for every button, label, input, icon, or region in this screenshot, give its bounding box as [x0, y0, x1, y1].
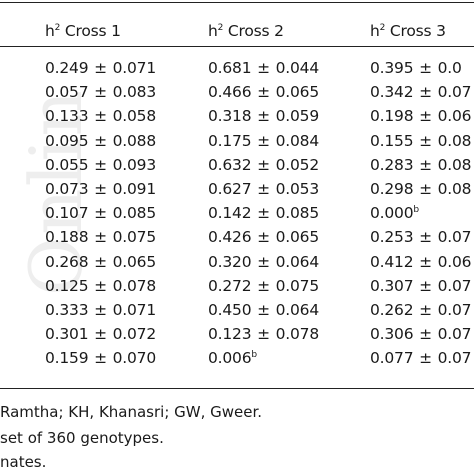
plus-minus: ± [94, 180, 107, 198]
table-cell: 0.155 ± 0.08 [370, 131, 472, 150]
table-cell: 0.125 ± 0.078 [45, 276, 157, 295]
column-header: h2 Cross 2 [208, 22, 284, 40]
table-cell: 0.395 ± 0.0 [370, 59, 462, 77]
table-cell: 0.077 ± 0.07 [370, 349, 472, 368]
footnote-line: set of 360 genotypes. [0, 429, 164, 447]
table-cell: 0.198 ± 0.06 [370, 107, 472, 126]
table-cell: 0.627 ± 0.053 [208, 180, 320, 198]
footnote-line: nates. [0, 453, 47, 471]
superscript: 2 [217, 23, 224, 33]
column-header: h2 Cross 3 [370, 22, 446, 40]
plus-minus: ± [94, 155, 107, 174]
table-cell: 0.073 ± 0.091 [45, 180, 157, 198]
superscript: b [413, 205, 419, 216]
table-cell: 0.412 ± 0.06 [370, 252, 472, 271]
plus-minus: ± [94, 107, 107, 126]
plus-minus: ± [94, 59, 107, 77]
plus-minus: ± [419, 276, 432, 295]
table-cell: 0.249 ± 0.071 [45, 59, 157, 77]
plus-minus: ± [419, 107, 432, 126]
table-cell: 0.123 ± 0.078 [208, 325, 320, 344]
plus-minus: ± [94, 349, 107, 368]
plus-minus: ± [257, 107, 270, 126]
header-rule [0, 46, 474, 47]
plus-minus: ± [257, 180, 270, 198]
plus-minus: ± [94, 131, 107, 150]
plus-minus: ± [419, 83, 432, 102]
table-cell: 0.301 ± 0.072 [45, 325, 157, 344]
plus-minus: ± [94, 83, 107, 102]
table-cell: 0.133 ± 0.058 [45, 107, 157, 126]
plus-minus: ± [257, 276, 270, 295]
table-cell: 0.188 ± 0.075 [45, 228, 157, 247]
table-cell: 0.333 ± 0.071 [45, 301, 157, 319]
table-cell: 0.306 ± 0.07 [370, 325, 472, 344]
superscript: 2 [54, 23, 61, 33]
top-rule [0, 2, 474, 3]
table-cell: 0.298 ± 0.08 [370, 180, 472, 198]
plus-minus: ± [257, 301, 270, 319]
superscript: b [251, 350, 257, 361]
table-cell: 0.159 ± 0.070 [45, 349, 157, 368]
table-cell: 0.342 ± 0.07 [370, 83, 472, 102]
table-cell: 0.450 ± 0.064 [208, 301, 320, 319]
table-cell: 0.253 ± 0.07 [370, 228, 472, 247]
plus-minus: ± [419, 131, 432, 150]
table-cell: 0.000b [370, 204, 419, 223]
plus-minus: ± [94, 252, 107, 271]
plus-minus: ± [257, 204, 270, 223]
table-cell: 0.426 ± 0.065 [208, 228, 320, 247]
table-cell: 0.057 ± 0.083 [45, 83, 157, 102]
superscript: 2 [379, 23, 386, 33]
table-cell: 0.272 ± 0.075 [208, 276, 320, 295]
plus-minus: ± [94, 204, 107, 223]
table-cell: 0.466 ± 0.065 [208, 83, 320, 102]
table-cell: 0.632 ± 0.052 [208, 155, 320, 174]
column-header: h2 Cross 1 [45, 22, 121, 40]
table-cell: 0.320 ± 0.064 [208, 252, 320, 271]
plus-minus: ± [94, 276, 107, 295]
plus-minus: ± [94, 228, 107, 247]
plus-minus: ± [257, 59, 270, 77]
table-cell: 0.307 ± 0.07 [370, 276, 472, 295]
table-cell: 0.055 ± 0.093 [45, 155, 157, 174]
plus-minus: ± [257, 228, 270, 247]
plus-minus: ± [94, 325, 107, 344]
plus-minus: ± [257, 155, 270, 174]
plus-minus: ± [94, 301, 107, 319]
table-cell: 0.142 ± 0.085 [208, 204, 320, 223]
table-cell: 0.095 ± 0.088 [45, 131, 157, 150]
bottom-rule [0, 388, 474, 389]
table-cell: 0.681 ± 0.044 [208, 59, 320, 77]
table-cell: 0.318 ± 0.059 [208, 107, 320, 126]
table-cell: 0.006b [208, 349, 257, 368]
table-cell: 0.175 ± 0.084 [208, 131, 320, 150]
plus-minus: ± [419, 228, 432, 247]
table-cell: 0.262 ± 0.07 [370, 301, 472, 319]
table-cell: 0.268 ± 0.065 [45, 252, 157, 271]
plus-minus: ± [419, 155, 432, 174]
table-cell: 0.107 ± 0.085 [45, 204, 157, 223]
table-cell: 0.283 ± 0.08 [370, 155, 472, 174]
footnote-line: Ramtha; KH, Khanasri; GW, Gweer. [0, 403, 263, 421]
plus-minus: ± [419, 180, 432, 198]
plus-minus: ± [257, 252, 270, 271]
plus-minus: ± [419, 59, 432, 77]
plus-minus: ± [419, 349, 432, 368]
plus-minus: ± [419, 301, 432, 319]
plus-minus: ± [257, 325, 270, 344]
plus-minus: ± [257, 131, 270, 150]
plus-minus: ± [257, 83, 270, 102]
plus-minus: ± [419, 325, 432, 344]
plus-minus: ± [419, 252, 432, 271]
